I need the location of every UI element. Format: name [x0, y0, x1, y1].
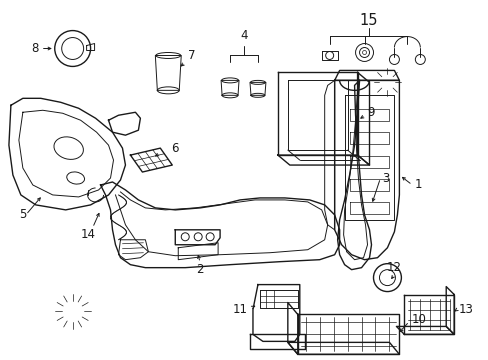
- Text: 6: 6: [171, 141, 179, 155]
- Text: 15: 15: [359, 13, 377, 28]
- Text: 14: 14: [81, 228, 96, 241]
- Text: 2: 2: [196, 263, 203, 276]
- Text: 5: 5: [19, 208, 26, 221]
- Text: 13: 13: [458, 303, 473, 316]
- Text: 11: 11: [232, 303, 247, 316]
- Text: 3: 3: [382, 171, 389, 185]
- Text: 12: 12: [386, 261, 401, 274]
- Text: 1: 1: [413, 179, 421, 192]
- Text: 9: 9: [367, 106, 374, 119]
- Text: 7: 7: [188, 49, 196, 62]
- Text: 4: 4: [240, 29, 247, 42]
- Text: 10: 10: [410, 313, 426, 326]
- Text: 8: 8: [31, 42, 39, 55]
